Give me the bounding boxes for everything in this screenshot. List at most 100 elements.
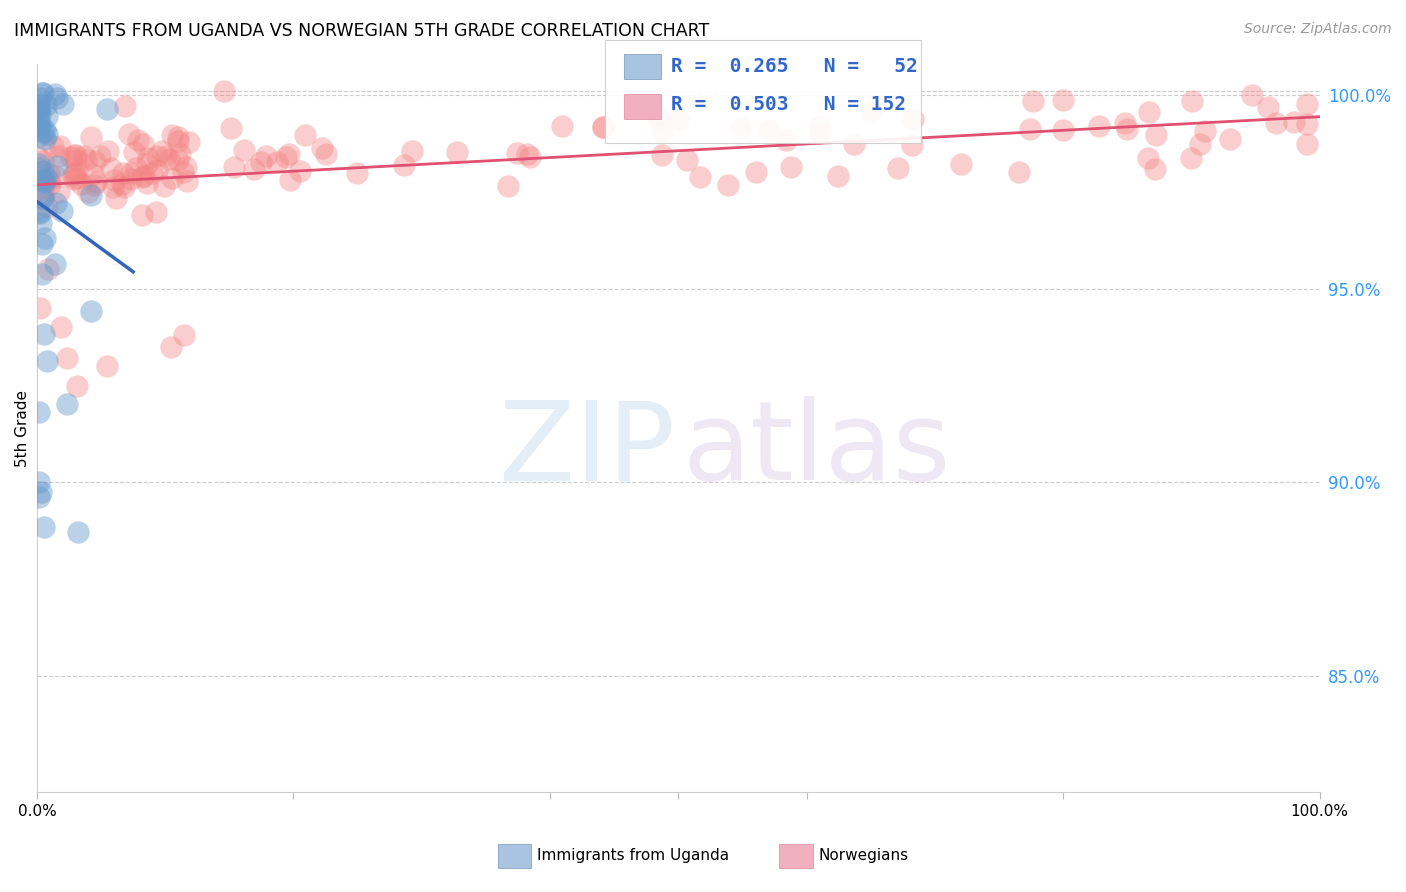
Point bbox=[35, 171, 58, 186]
Point bbox=[65, 148, 87, 162]
Point bbox=[112, 179, 135, 194]
Point bbox=[842, 137, 865, 152]
Point bbox=[219, 121, 242, 136]
Point bbox=[174, 161, 197, 175]
Point bbox=[48, 186, 70, 200]
Point bbox=[859, 105, 882, 120]
Point bbox=[775, 133, 797, 147]
Point bbox=[131, 169, 153, 184]
Point bbox=[516, 147, 538, 161]
Point bbox=[1087, 119, 1109, 133]
Point bbox=[145, 204, 167, 219]
Point bbox=[177, 135, 200, 149]
Point bbox=[60, 150, 83, 164]
Point bbox=[647, 110, 669, 124]
Point bbox=[38, 173, 60, 187]
Point bbox=[160, 128, 183, 142]
Point bbox=[35, 97, 58, 112]
Point bbox=[666, 112, 689, 127]
Text: Immigrants from Uganda: Immigrants from Uganda bbox=[537, 848, 730, 863]
Point bbox=[67, 525, 90, 540]
Point bbox=[134, 169, 156, 184]
Point bbox=[28, 113, 51, 128]
Point bbox=[146, 149, 169, 163]
Point bbox=[56, 351, 79, 366]
Point bbox=[100, 161, 122, 176]
Point bbox=[903, 112, 925, 126]
Point bbox=[131, 208, 153, 222]
Point bbox=[76, 153, 98, 167]
Point bbox=[104, 191, 127, 205]
Point bbox=[1282, 114, 1305, 128]
Point bbox=[42, 139, 65, 153]
Point bbox=[166, 153, 188, 168]
Point bbox=[132, 137, 155, 152]
Point bbox=[1137, 105, 1160, 120]
Point bbox=[118, 127, 141, 141]
Point bbox=[1114, 116, 1136, 130]
Point bbox=[31, 237, 53, 252]
Point bbox=[32, 186, 55, 201]
Point bbox=[1116, 122, 1139, 136]
Point bbox=[32, 326, 55, 341]
Point bbox=[141, 166, 163, 180]
Point bbox=[51, 320, 73, 334]
Point bbox=[38, 167, 60, 181]
Point bbox=[35, 354, 58, 368]
Point bbox=[111, 177, 134, 191]
Point bbox=[167, 134, 190, 148]
Point bbox=[45, 195, 67, 210]
Point bbox=[96, 359, 118, 374]
Point bbox=[38, 178, 60, 192]
Point bbox=[249, 155, 271, 169]
Point bbox=[169, 147, 191, 161]
Point bbox=[35, 127, 58, 141]
Point bbox=[1295, 96, 1317, 111]
Point bbox=[89, 149, 111, 163]
Text: R =  0.265   N =   52: R = 0.265 N = 52 bbox=[671, 56, 917, 76]
Point bbox=[901, 138, 924, 153]
Point bbox=[446, 145, 468, 160]
Point bbox=[48, 149, 70, 163]
Point bbox=[27, 151, 49, 165]
Point bbox=[1295, 117, 1317, 131]
Point bbox=[167, 129, 190, 144]
Point bbox=[28, 490, 51, 504]
Point bbox=[30, 100, 52, 114]
Point bbox=[1144, 128, 1167, 142]
Point bbox=[63, 171, 86, 186]
Point bbox=[28, 129, 51, 144]
Point bbox=[315, 146, 337, 161]
Point bbox=[63, 166, 86, 180]
Point bbox=[84, 175, 107, 189]
Point bbox=[37, 200, 59, 214]
Point bbox=[32, 173, 55, 187]
Point bbox=[124, 145, 146, 159]
Point bbox=[136, 157, 159, 171]
Point bbox=[44, 257, 66, 271]
Point bbox=[114, 99, 136, 113]
Point bbox=[31, 191, 53, 205]
Point bbox=[153, 179, 176, 194]
Point bbox=[62, 168, 84, 182]
Text: R =  0.503   N = 152: R = 0.503 N = 152 bbox=[671, 95, 905, 114]
Point bbox=[311, 141, 333, 155]
Point bbox=[120, 172, 142, 186]
Point bbox=[112, 166, 135, 180]
Point bbox=[1257, 100, 1279, 114]
Point bbox=[125, 161, 148, 175]
Point bbox=[28, 301, 51, 315]
Point bbox=[172, 165, 194, 179]
Point bbox=[31, 164, 53, 178]
Point bbox=[65, 153, 87, 168]
Point bbox=[1022, 94, 1045, 108]
Point bbox=[266, 154, 288, 169]
Point bbox=[160, 170, 183, 185]
Point bbox=[887, 161, 910, 175]
Point bbox=[651, 148, 673, 162]
Point bbox=[651, 124, 673, 138]
Point bbox=[28, 161, 51, 175]
Point bbox=[1188, 137, 1211, 152]
Text: Source: ZipAtlas.com: Source: ZipAtlas.com bbox=[1244, 22, 1392, 37]
Point bbox=[44, 169, 66, 183]
